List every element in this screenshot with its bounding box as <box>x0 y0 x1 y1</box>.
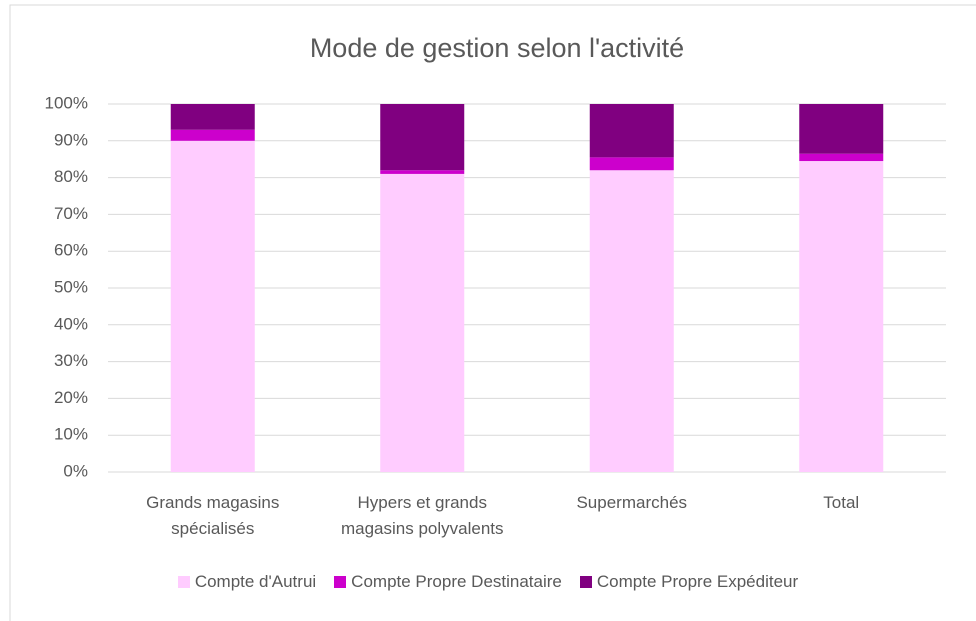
legend-swatch <box>177 576 190 588</box>
legend-item: Compte Propre Destinataire <box>334 572 562 592</box>
legend-label: Compte Propre Expéditeur <box>596 572 799 591</box>
x-tick-label: Supermarchés <box>576 493 688 512</box>
y-tick-label: 80% <box>54 167 88 186</box>
bar-segment <box>589 157 674 171</box>
y-tick-label: 40% <box>54 314 88 333</box>
chart-title: Mode de gestion selon l'activité <box>310 33 684 63</box>
x-tick-label: Total <box>823 493 860 512</box>
y-tick-label: 10% <box>54 425 88 444</box>
y-tick-label: 60% <box>54 241 88 260</box>
bar-segment <box>380 170 465 174</box>
y-tick-label: 90% <box>54 130 88 149</box>
legend-item: Compte d'Autrui <box>177 572 317 592</box>
bar-segment <box>170 140 255 473</box>
x-tick-label: Hypers et grands magasins polyvalents <box>340 493 504 538</box>
x-tick-label: Grands magasins spécialisés <box>146 493 280 538</box>
bar-segment <box>589 104 674 158</box>
y-tick-label: 70% <box>54 204 88 223</box>
bar-segment <box>589 170 674 473</box>
bar-segment <box>799 104 884 154</box>
bar-segment <box>799 153 884 162</box>
y-tick-label: 20% <box>54 388 88 407</box>
legend-label: Compte d'Autrui <box>194 572 317 591</box>
bar-segment <box>380 104 465 171</box>
bar-segment <box>170 129 255 141</box>
legend-item: Compte Propre Expéditeur <box>579 572 799 592</box>
y-tick-label: 0% <box>63 461 88 480</box>
legend: Compte d'Autrui Compte Propre Destinatair… <box>0 572 976 592</box>
y-tick-label: 50% <box>54 277 88 296</box>
bar-segment <box>170 104 255 130</box>
legend-swatch <box>579 576 592 588</box>
y-tick-label: 30% <box>54 351 88 370</box>
legend-label: Compte Propre Destinataire <box>351 572 562 591</box>
bar-segment <box>799 161 884 473</box>
y-tick-label: 100% <box>45 93 88 112</box>
legend-swatch <box>334 576 347 588</box>
bar-segment <box>380 173 465 473</box>
